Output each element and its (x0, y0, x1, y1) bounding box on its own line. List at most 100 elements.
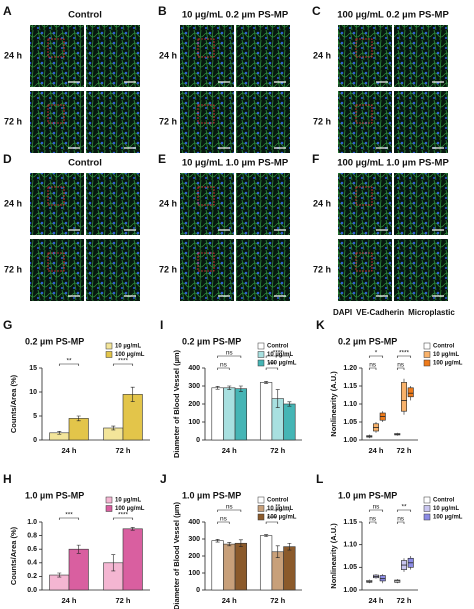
legend-swatch (257, 342, 265, 350)
row-label: 72 h (159, 264, 177, 274)
micrograph (180, 25, 234, 87)
y-tick-label: 100 (188, 419, 200, 426)
legend-label: Control (433, 344, 455, 350)
significance-label: **** (118, 358, 129, 365)
legend-swatch (257, 496, 265, 504)
significance-label: ** (66, 358, 72, 365)
chart-title: 1.0 µm PS-MP (182, 490, 241, 500)
panel-title: 10 µg/mL 1.0 µm PS-MP (182, 158, 289, 169)
y-tick-label: 0 (196, 587, 200, 594)
y-tick-label: 1.15 (343, 383, 357, 390)
panel-label: C (312, 4, 321, 18)
micrograph (30, 239, 84, 301)
legend-label: 100 µg/mL (115, 352, 145, 358)
significance-bracket (396, 509, 412, 512)
box (407, 387, 414, 398)
x-tick-label: 72 h (270, 446, 285, 455)
zoom-box (47, 252, 65, 272)
legend-label: Control (433, 498, 455, 504)
significance-bracket (217, 367, 230, 370)
legend-label: 100 µg/mL (267, 361, 297, 367)
micrograph (180, 91, 234, 153)
y-axis-label: Counts/Area (%) (9, 374, 18, 433)
micrograph (236, 173, 290, 235)
x-tick-label: 24 h (368, 596, 383, 605)
significance-bracket (265, 509, 290, 512)
row-label: 72 h (313, 116, 331, 126)
stain-legend-entry: VE-Cadherin (356, 308, 404, 317)
zoom-box (47, 186, 65, 206)
legend-swatch (105, 505, 113, 512)
y-axis-label: Counts/Area (%) (9, 526, 18, 585)
x-tick-label: 24 h (61, 596, 76, 605)
legend-label: 10 µg/mL (267, 352, 293, 358)
panel-title: 100 µg/mL 1.0 µm PS-MP (337, 158, 449, 169)
y-tick-label: 10 (29, 389, 37, 396)
chart-title: 1.0 µm PS-MP (25, 490, 84, 500)
micrograph (394, 173, 448, 235)
significance-label: **** (118, 512, 129, 519)
significance-label: ns (226, 350, 234, 357)
row-label: 24 h (159, 198, 177, 208)
zoom-box (197, 252, 215, 272)
significance-label: ns (369, 516, 377, 523)
y-tick-label: 400 (188, 519, 200, 526)
micrograph (394, 239, 448, 301)
significance-label: ns (397, 516, 405, 523)
significance-label: **** (399, 350, 410, 357)
chart-title: 1.0 µm PS-MP (338, 490, 397, 500)
micrograph (338, 91, 392, 153)
bar (234, 388, 248, 441)
panel-title: 10 µg/mL 0.2 µm PS-MP (182, 10, 289, 21)
legend-label: 10 µg/mL (115, 344, 141, 350)
error-bar (227, 385, 232, 390)
significance-bracket (112, 517, 134, 520)
error-bar (57, 572, 62, 578)
legend-swatch (257, 351, 265, 358)
error-bar (264, 381, 269, 384)
significance-bracket (217, 355, 242, 358)
row-label: 72 h (159, 116, 177, 126)
y-axis-label: Nonlinearity (A.U.) (329, 523, 338, 589)
row-label: 72 h (4, 116, 22, 126)
panel-label: A (3, 4, 12, 18)
x-tick-label: 24 h (368, 446, 383, 455)
y-tick-label: 0.6 (27, 546, 37, 553)
legend-swatch (105, 496, 113, 504)
micrograph (236, 239, 290, 301)
significance-bracket (58, 363, 80, 366)
zoom-box (355, 104, 373, 124)
legend-label: 100 µg/mL (267, 515, 297, 521)
legend-swatch (423, 496, 431, 504)
bar (283, 546, 296, 591)
row-label: 24 h (313, 50, 331, 60)
error-bar (264, 534, 269, 537)
y-tick-label: 1.05 (343, 564, 357, 571)
y-tick-label: 1.05 (343, 419, 357, 426)
error-bar (130, 386, 135, 402)
panel-label: F (312, 152, 319, 166)
significance-bracket (217, 509, 242, 512)
chart-title: 0.2 µm PS-MP (338, 336, 397, 346)
significance-bracket (368, 355, 384, 358)
y-tick-label: 300 (188, 536, 200, 543)
bar (223, 543, 236, 591)
legend-swatch (423, 342, 431, 350)
error-bar (111, 425, 116, 431)
bar (122, 528, 143, 591)
significance-bracket (112, 363, 134, 366)
micrograph (30, 25, 84, 87)
y-tick-label: 300 (188, 383, 200, 390)
significance-bracket (396, 355, 412, 358)
legend-swatch (423, 505, 431, 512)
zoom-box (47, 38, 65, 58)
legend-label: 10 µg/mL (267, 506, 293, 512)
y-tick-label: 400 (188, 365, 200, 372)
significance-label: * (375, 350, 378, 357)
significance-label: *** (268, 362, 276, 369)
bar (223, 387, 236, 441)
chart-title: 0.2 µm PS-MP (25, 336, 84, 346)
bar (259, 382, 273, 441)
error-bar (275, 389, 280, 408)
